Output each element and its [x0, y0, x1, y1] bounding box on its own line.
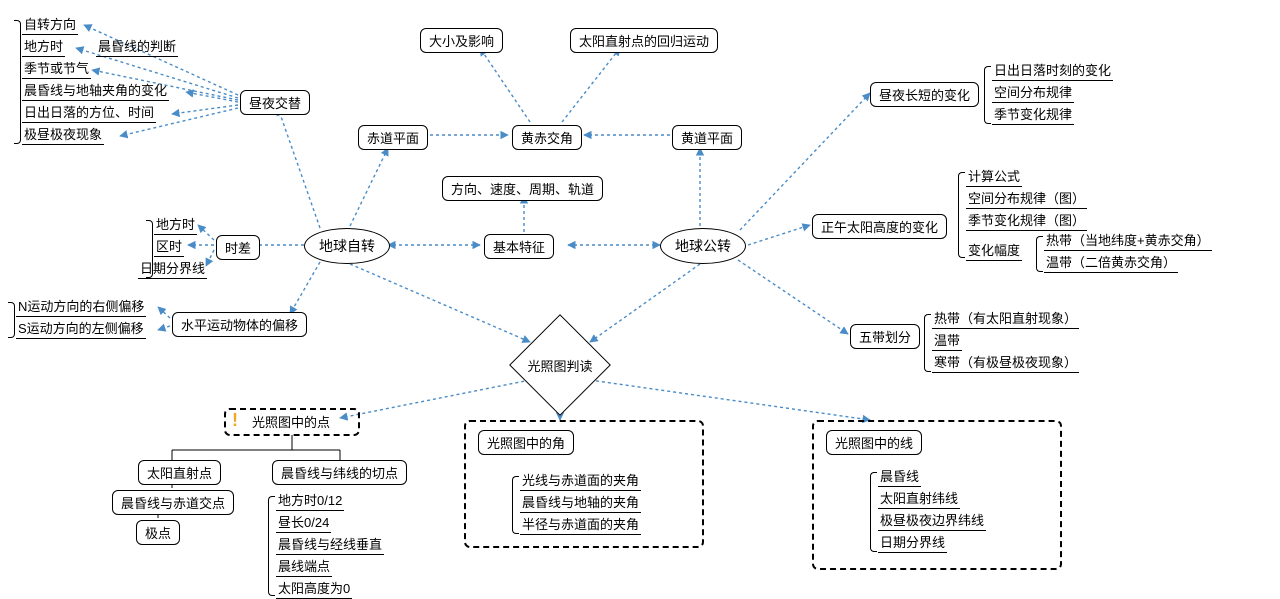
leaf: 晨昏线与纬线的切点	[272, 460, 407, 485]
node-attrs: 方向、速度、周期、轨道	[442, 176, 603, 201]
leaf: 日出日落时刻的变化	[992, 60, 1113, 81]
leaf: 季节或节气	[22, 58, 91, 79]
node-day-night: 昼夜交替	[240, 90, 310, 115]
leaf: 温带	[932, 330, 962, 351]
leaf: 温带（二倍黄赤交角）	[1044, 252, 1178, 273]
node-illumination-diagram: 光照图判读	[510, 330, 610, 400]
leaf: 晨昏线与经线垂直	[276, 534, 384, 555]
leaf: 空间分布规律（图）	[966, 188, 1087, 209]
exclamation-icon: !	[232, 410, 238, 431]
leaf: 日出日落的方位、时间	[22, 102, 156, 123]
node-noon-alt: 正午太阳高度的变化	[812, 214, 947, 239]
leaf: 晨昏线与地轴夹角的变化	[22, 80, 169, 101]
leaf: 热带（有太阳直射现象）	[932, 308, 1079, 329]
node-earth-revolution: 地球公转	[660, 228, 746, 264]
leaf: 寒带（有极昼极夜现象）	[932, 352, 1079, 373]
node-five-zone: 五带划分	[850, 324, 920, 349]
leaf-judge: 晨昏线的判断	[96, 36, 178, 57]
node-size-effect: 大小及影响	[420, 28, 503, 53]
leaf: N运动方向的右侧偏移	[16, 296, 146, 317]
node-basic-features: 基本特征	[484, 234, 554, 259]
leaf: 晨昏线	[878, 466, 921, 487]
label-illum-lines: 光照图中的线	[826, 430, 922, 455]
leaf-noon-amp: 变化幅度	[966, 240, 1022, 261]
leaf: 计算公式	[966, 166, 1022, 187]
node-equator-plane: 赤道平面	[358, 125, 428, 150]
leaf: 季节变化规律	[992, 104, 1074, 125]
leaf: 季节变化规律（图）	[966, 210, 1087, 231]
leaf: 日期分界线	[878, 532, 947, 553]
node-subsolar-return: 太阳直射点的回归运动	[570, 28, 718, 53]
leaf: 太阳高度为0	[276, 578, 352, 599]
leaf: 晨线端点	[276, 556, 332, 577]
leaf: 光线与赤道面的夹角	[520, 470, 641, 491]
node-horiz-defl: 水平运动物体的偏移	[172, 312, 307, 337]
leaf: 自转方向	[22, 14, 78, 35]
leaf: 地方时0/12	[276, 490, 344, 511]
leaf: 极点	[136, 520, 180, 545]
node-dn-length: 昼夜长短的变化	[870, 82, 979, 107]
leaf: 极昼极夜边界纬线	[878, 510, 986, 531]
leaf: 区时	[154, 236, 184, 257]
leaf: 晨昏线与地轴的夹角	[520, 492, 641, 513]
leaf: 晨昏线与赤道交点	[112, 490, 234, 515]
node-obliquity: 黄赤交角	[512, 125, 582, 150]
leaf: S运动方向的左侧偏移	[16, 318, 146, 339]
label-illum-angles: 光照图中的角	[478, 430, 574, 455]
leaf: 太阳直射纬线	[878, 488, 960, 509]
leaf: 热带（当地纬度+黄赤交角）	[1044, 230, 1212, 251]
leaf: 空间分布规律	[992, 82, 1074, 103]
node-ecliptic-plane: 黄道平面	[672, 125, 742, 150]
leaf: 半径与赤道面的夹角	[520, 514, 641, 535]
leaf: 昼长0/24	[276, 512, 331, 533]
node-earth-rotation: 地球自转	[304, 228, 390, 264]
leaf: 地方时	[22, 36, 65, 57]
node-time-diff: 时差	[216, 235, 260, 260]
leaf: 太阳直射点	[138, 460, 221, 485]
leaf: 地方时	[154, 214, 197, 235]
leaf: 极昼极夜现象	[22, 124, 104, 145]
label-illum-points: 光照图中的点	[252, 412, 330, 431]
